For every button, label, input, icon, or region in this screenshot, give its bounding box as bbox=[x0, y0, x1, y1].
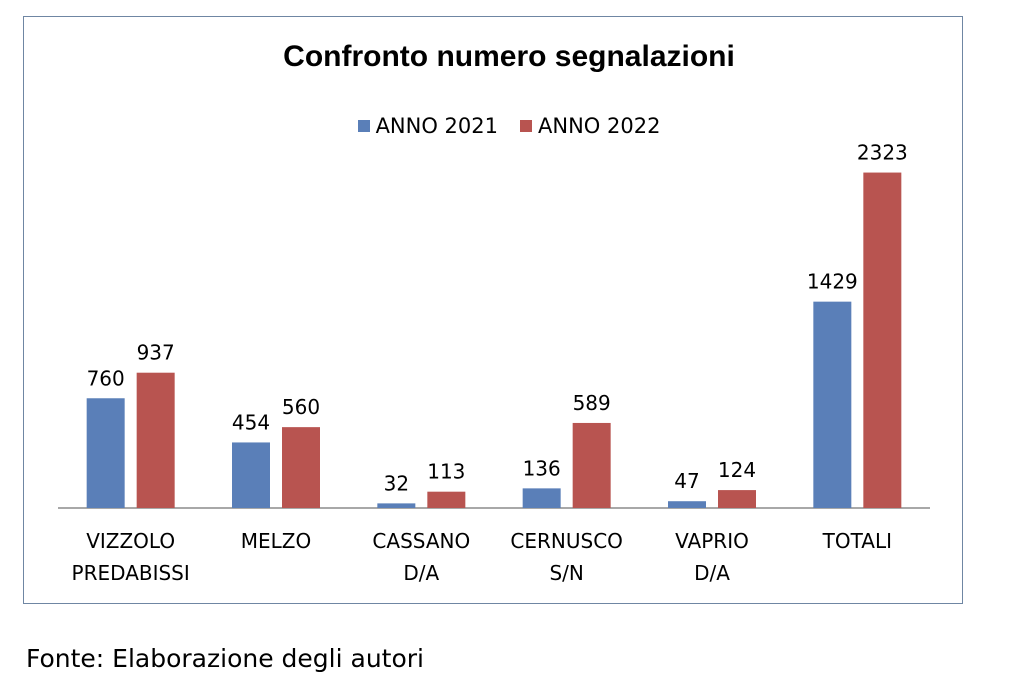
bar-2022-0 bbox=[136, 372, 175, 508]
category-label-2-1: D/A bbox=[403, 561, 439, 585]
chart-frame bbox=[23, 16, 963, 604]
data-label-2022-1: 560 bbox=[282, 395, 320, 419]
bar-2021-2 bbox=[377, 503, 416, 508]
data-label-2022-2: 113 bbox=[427, 460, 465, 484]
bar-2022-4 bbox=[718, 490, 756, 508]
chart-legend: ANNO 2021 ANNO 2022 bbox=[0, 114, 1018, 138]
legend-swatch-2022 bbox=[520, 120, 532, 132]
source-note: Fonte: Elaborazione degli autori bbox=[26, 644, 424, 673]
bar-2021-4 bbox=[668, 501, 706, 508]
legend-label-2021: ANNO 2021 bbox=[375, 114, 498, 138]
data-label-2021-4: 47 bbox=[674, 469, 699, 493]
data-label-2021-0: 760 bbox=[87, 366, 125, 390]
bar-2021-0 bbox=[86, 398, 125, 508]
category-label-0-1: PREDABISSI bbox=[72, 561, 190, 585]
category-label-3-0: CERNUSCO bbox=[510, 529, 623, 553]
legend-label-2022: ANNO 2022 bbox=[538, 114, 661, 138]
category-label-0-0: VIZZOLO bbox=[86, 529, 175, 553]
category-label-2-0: CASSANO bbox=[372, 529, 470, 553]
chart-title: Confronto numero segnalazioni bbox=[283, 40, 735, 73]
bar-2021-5 bbox=[813, 301, 852, 508]
category-label-3-1: S/N bbox=[549, 561, 583, 585]
bar-2021-1 bbox=[232, 442, 270, 508]
bar-2022-3 bbox=[572, 422, 611, 508]
data-label-2021-2: 32 bbox=[384, 471, 409, 495]
bar-2021-3 bbox=[522, 488, 561, 508]
data-label-2021-5: 1429 bbox=[807, 270, 858, 294]
category-label-4-0: VAPRIO bbox=[675, 529, 749, 553]
data-label-2022-4: 124 bbox=[718, 458, 756, 482]
bar-2022-2 bbox=[427, 491, 466, 508]
data-label-2022-3: 589 bbox=[573, 391, 611, 415]
data-label-2021-1: 454 bbox=[232, 410, 270, 434]
legend-item-2021: ANNO 2021 bbox=[357, 114, 498, 138]
data-label-2022-0: 937 bbox=[137, 341, 175, 365]
data-label-2022-5: 2323 bbox=[857, 141, 908, 165]
category-label-1-0: MELZO bbox=[241, 529, 311, 553]
bar-2022-1 bbox=[282, 427, 320, 508]
category-label-5-0: TOTALI bbox=[822, 529, 892, 553]
category-label-4-1: D/A bbox=[694, 561, 730, 585]
legend-swatch-2021 bbox=[357, 120, 370, 132]
data-label-2021-3: 136 bbox=[523, 456, 561, 480]
legend-item-2022: ANNO 2022 bbox=[520, 114, 660, 138]
bar-2022-5 bbox=[863, 172, 902, 508]
